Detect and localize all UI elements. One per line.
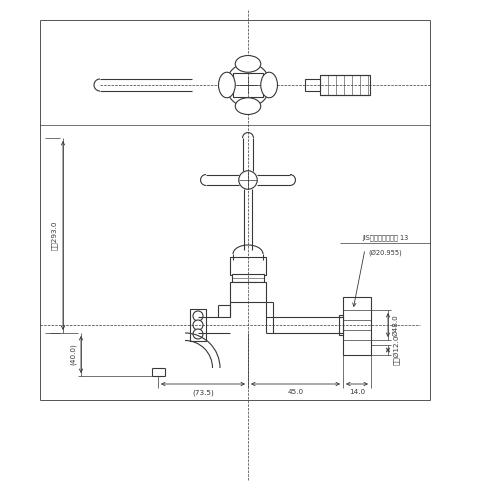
Text: 45.0: 45.0: [288, 389, 304, 395]
Bar: [305, 79, 320, 91]
Text: 14.0: 14.0: [349, 389, 365, 395]
Bar: [190, 309, 206, 341]
Text: (73.5): (73.5): [192, 389, 214, 396]
Circle shape: [239, 76, 257, 94]
Ellipse shape: [261, 72, 278, 98]
Text: Ø48.0: Ø48.0: [393, 314, 399, 336]
Bar: [343, 297, 371, 355]
Text: 内径Ø12.0: 内径Ø12.0: [393, 335, 400, 365]
Circle shape: [239, 171, 257, 189]
Bar: [233, 73, 263, 97]
Bar: [230, 282, 266, 302]
Circle shape: [193, 320, 203, 330]
Text: (40.0): (40.0): [70, 344, 76, 365]
Circle shape: [193, 329, 203, 339]
Bar: [230, 257, 266, 275]
Ellipse shape: [218, 72, 235, 98]
Circle shape: [193, 311, 203, 321]
Text: (Ø20.955): (Ø20.955): [368, 249, 402, 256]
Text: JIS給水栓取付ねじ 13: JIS給水栓取付ねじ 13: [362, 234, 408, 241]
Bar: [232, 274, 264, 282]
Ellipse shape: [235, 56, 261, 72]
Bar: [339, 315, 343, 335]
Ellipse shape: [235, 98, 261, 114]
Bar: [320, 75, 370, 95]
Text: 最長293.0: 最長293.0: [52, 221, 58, 250]
